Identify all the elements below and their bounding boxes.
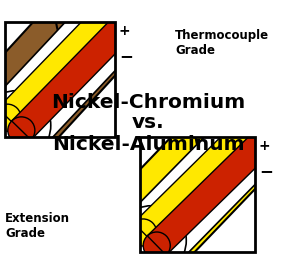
Circle shape — [130, 219, 157, 246]
Circle shape — [230, 91, 299, 160]
Bar — [5, 22, 115, 137]
Circle shape — [254, 96, 281, 123]
Polygon shape — [0, 0, 140, 187]
Circle shape — [0, 104, 21, 131]
Circle shape — [117, 206, 186, 275]
Circle shape — [143, 232, 170, 259]
Circle shape — [195, 83, 292, 179]
Polygon shape — [147, 117, 288, 255]
Bar — [140, 137, 255, 252]
Circle shape — [0, 91, 51, 160]
Polygon shape — [127, 101, 289, 265]
Polygon shape — [0, 0, 136, 127]
Circle shape — [265, 113, 292, 140]
Text: Extension
Grade: Extension Grade — [5, 212, 70, 240]
Polygon shape — [134, 100, 277, 242]
Text: Nickel-Aluminum: Nickel-Aluminum — [52, 135, 244, 153]
Circle shape — [8, 117, 35, 144]
Polygon shape — [0, 0, 149, 149]
Text: −: − — [259, 163, 273, 181]
Circle shape — [89, 0, 159, 45]
Text: Thermocouple
Grade: Thermocouple Grade — [175, 29, 269, 57]
Text: +: + — [119, 24, 130, 38]
Circle shape — [63, 221, 160, 277]
Polygon shape — [76, 98, 278, 277]
Circle shape — [124, 0, 152, 25]
Text: −: − — [119, 47, 133, 65]
Text: +: + — [259, 139, 271, 153]
Text: Nickel-Chromium: Nickel-Chromium — [51, 93, 245, 112]
Circle shape — [56, 0, 152, 65]
Polygon shape — [12, 2, 148, 140]
Circle shape — [113, 0, 140, 9]
Text: vs.: vs. — [132, 112, 164, 132]
Circle shape — [0, 106, 26, 202]
